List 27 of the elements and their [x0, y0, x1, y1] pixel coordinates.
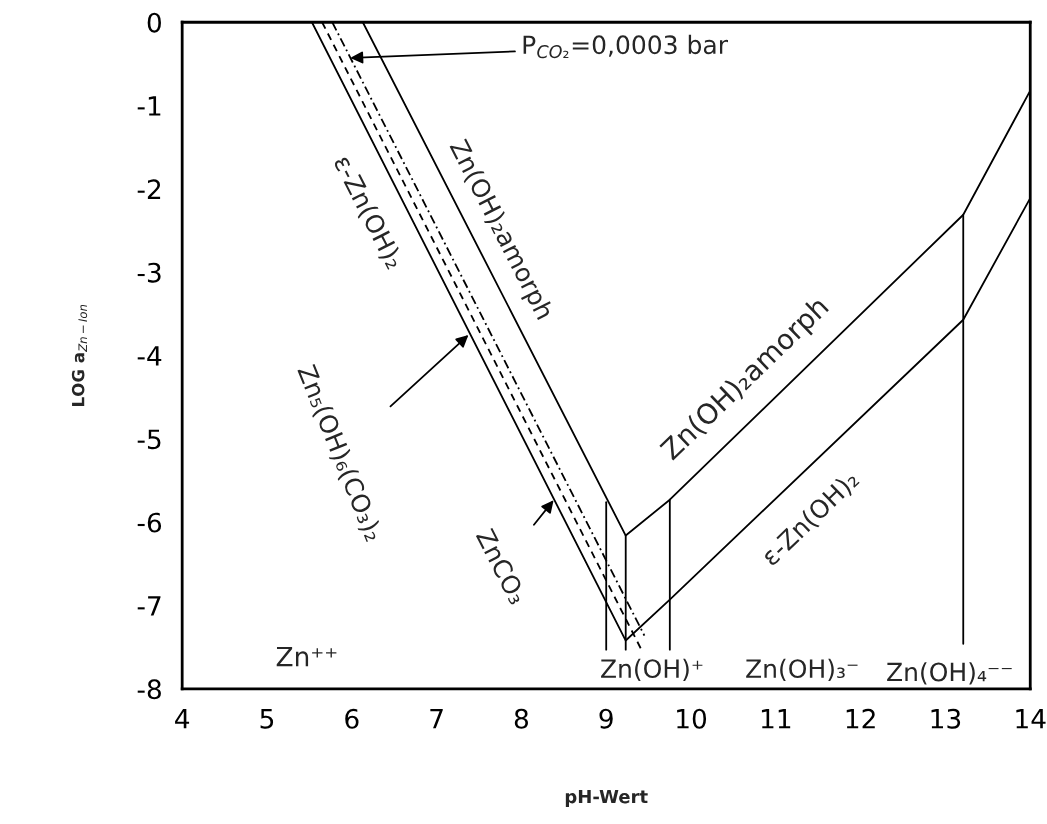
annotation: P$_{CO₂}$=0,0003 bar [523, 34, 729, 59]
y-tick-label: -1 [137, 96, 161, 116]
y-tick-label: -3 [137, 262, 161, 283]
y-tick-label: -7 [137, 596, 161, 616]
annotation: Zn(OH)⁺ [601, 658, 703, 682]
y-tick-label: -4 [137, 346, 162, 366]
x-tick-label: 11 [761, 709, 791, 729]
x-tick-label: 9 [599, 708, 613, 729]
y-tick-label: -2 [137, 179, 161, 199]
annotation: Zn(OH)₃⁻ [746, 658, 858, 682]
y-tick-label: -5 [137, 429, 161, 450]
annotation: Zn⁺⁺ [276, 646, 337, 667]
x-tick-label: 13 [931, 708, 961, 729]
x-tick-label: 14 [1016, 709, 1046, 729]
y-axis-title: LOG a$_{Zn−Ion}$ [71, 304, 88, 406]
y-tick-label: 0 [147, 12, 161, 33]
y-tick-label: -8 [137, 679, 161, 700]
x-tick-label: 4 [175, 709, 190, 729]
x-tick-label: 6 [345, 708, 359, 729]
annotation: Zn(OH)₄⁻⁻ [887, 662, 1012, 685]
y-tick-label: -6 [137, 512, 162, 533]
x-tick-label: 5 [260, 709, 274, 729]
x-tick-label: 10 [677, 708, 707, 729]
x-axis-title: pH-Wert [565, 789, 648, 807]
x-tick-label: 12 [846, 708, 875, 729]
x-tick-label: 8 [514, 708, 528, 729]
x-tick-label: 7 [430, 709, 443, 729]
